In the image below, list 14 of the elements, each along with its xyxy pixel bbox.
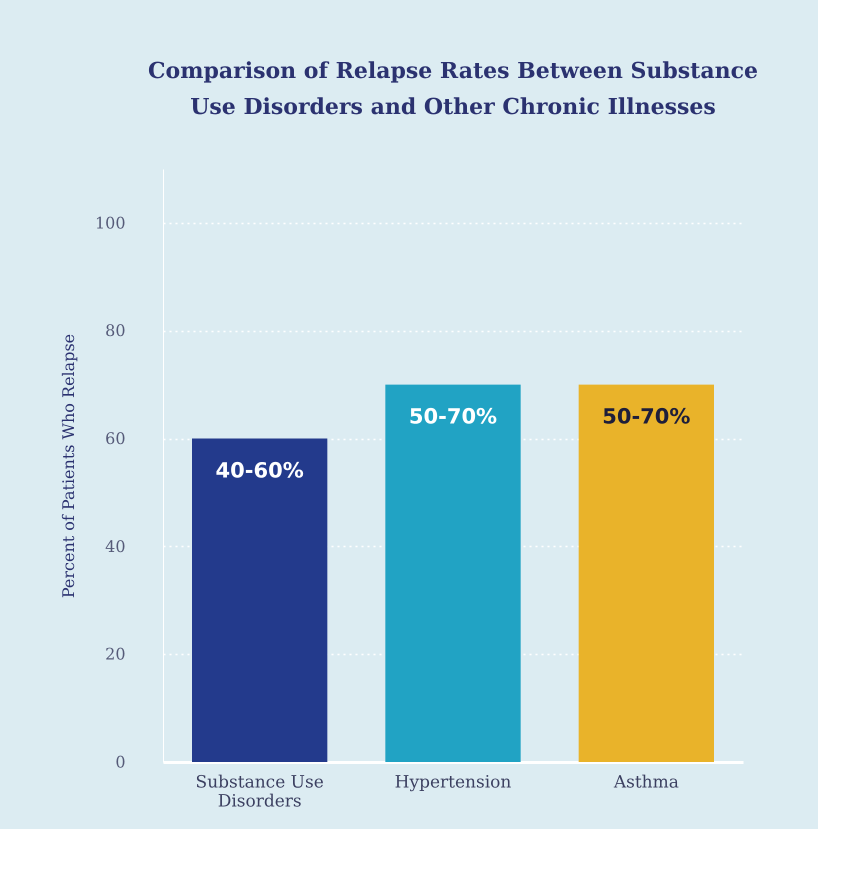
y-tick-label: 40 — [105, 536, 126, 556]
annotation: 40-60% — [216, 458, 304, 483]
y-axis-title: Percent of Patients Who Relapse — [58, 334, 78, 598]
y-tick-label: 20 — [105, 644, 126, 664]
y-tick-label: 80 — [105, 321, 126, 340]
annotation: 50-70% — [602, 404, 690, 429]
y-tick-label: 0 — [115, 752, 126, 772]
x-tick-label: Substance Use Disorders — [196, 772, 324, 812]
x-tick-label: Hypertension — [394, 772, 512, 792]
y-tick-label: 60 — [105, 429, 126, 448]
chart-title: Comparison of Relapse Rates Between Substance Use Disorders and Other Chronic Illnesses — [148, 58, 758, 120]
y-tick-label: 100 — [94, 213, 126, 232]
annotation: 50-70% — [408, 404, 498, 429]
x-tick-label: Asthma — [612, 772, 679, 792]
